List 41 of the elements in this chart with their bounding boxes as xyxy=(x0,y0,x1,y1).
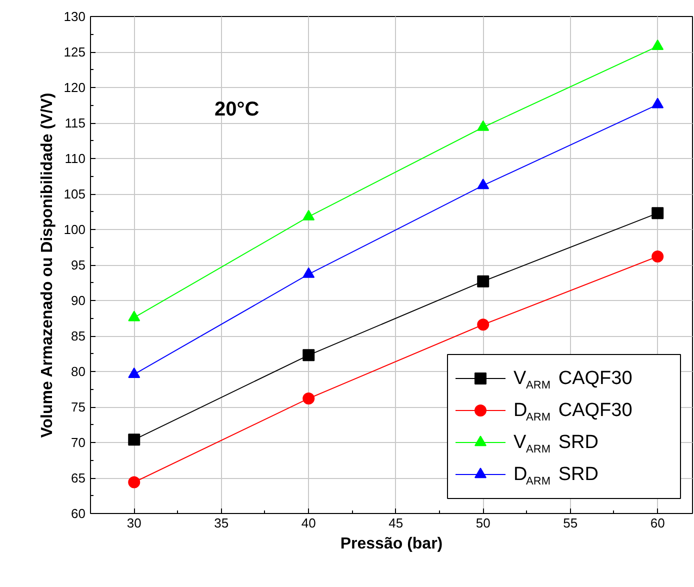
point xyxy=(128,310,140,322)
x-tick-label: 35 xyxy=(214,516,229,530)
y-tick-label: 120 xyxy=(64,80,86,95)
y-tick-label: 105 xyxy=(64,186,86,202)
y-tick-label: 95 xyxy=(71,258,86,272)
y-tick-label: 80 xyxy=(71,364,86,379)
point xyxy=(652,207,664,220)
y-tick-label: 130 xyxy=(64,9,86,24)
point xyxy=(302,267,315,278)
annotation: 20°C xyxy=(214,98,260,120)
x-tick-label: 50 xyxy=(476,516,490,530)
point xyxy=(477,178,490,190)
x-tick-label: 60 xyxy=(650,516,665,530)
y-tick-label: 75 xyxy=(71,400,86,414)
point xyxy=(302,210,315,220)
point xyxy=(477,120,490,131)
point xyxy=(128,476,140,488)
point xyxy=(302,392,315,404)
y-tick-label: 65 xyxy=(71,470,86,486)
point xyxy=(128,367,140,378)
y-tick-label: 115 xyxy=(64,116,86,130)
y-tick-label: 85 xyxy=(71,328,86,344)
x-tick-label: 40 xyxy=(301,516,316,530)
point xyxy=(302,349,315,362)
y-tick-label: 90 xyxy=(71,293,86,308)
y-tick-label: 110 xyxy=(64,151,86,166)
point xyxy=(477,318,490,331)
x-axis-title: Pressão (bar) xyxy=(340,536,443,552)
y-tick-label: 100 xyxy=(64,222,86,237)
x-tick-label: 55 xyxy=(563,516,578,530)
y-tick-label: 70 xyxy=(71,435,86,450)
point xyxy=(477,275,490,288)
y-axis-title: Volume Armazenado ou Disponibilidade (V/V) xyxy=(38,92,56,438)
x-tick-label: 30 xyxy=(126,516,142,530)
point xyxy=(652,250,664,262)
point xyxy=(652,39,664,50)
y-tick-label: 125 xyxy=(64,44,86,60)
point xyxy=(652,98,664,108)
point xyxy=(128,434,140,446)
x-tick-label: 45 xyxy=(388,516,404,530)
y-tick-label: 60 xyxy=(71,506,86,521)
